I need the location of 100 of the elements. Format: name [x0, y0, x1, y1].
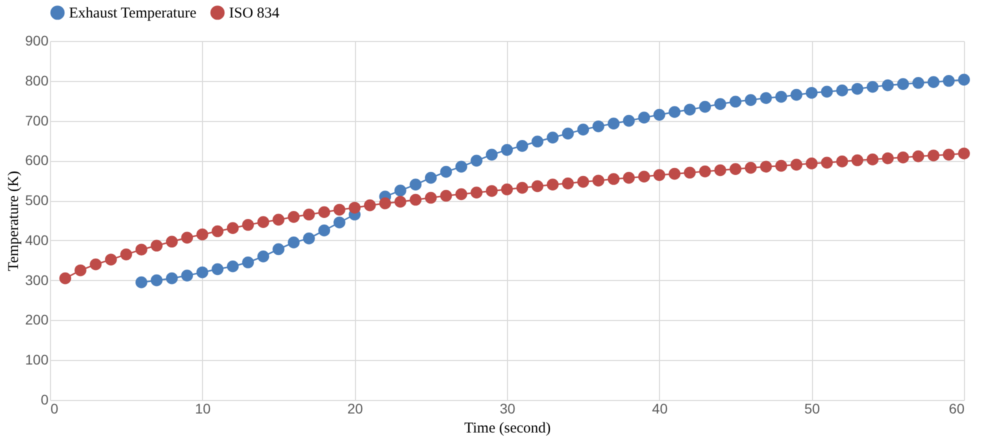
point	[303, 232, 315, 244]
point	[592, 120, 604, 132]
point	[135, 244, 148, 256]
point	[546, 178, 559, 191]
point	[668, 106, 680, 118]
point	[181, 270, 194, 282]
point	[318, 224, 330, 236]
point	[744, 162, 757, 174]
point	[120, 248, 132, 260]
point	[424, 172, 437, 184]
x-tick-label: 50	[804, 400, 820, 416]
point	[714, 164, 726, 176]
point	[608, 118, 620, 130]
y-tick-label: 300	[25, 272, 49, 288]
y-tick-label: 700	[25, 112, 49, 128]
point	[410, 194, 422, 206]
point	[470, 186, 482, 198]
point	[516, 182, 528, 194]
point	[775, 90, 788, 103]
point	[730, 96, 742, 108]
point	[303, 208, 315, 220]
point	[212, 225, 224, 238]
x-tick-label: 60	[948, 400, 965, 416]
point	[135, 276, 148, 288]
point	[958, 74, 970, 86]
x-axis-title: Time (second)	[464, 420, 551, 436]
point	[806, 86, 818, 99]
point	[272, 214, 284, 226]
y-tick-label: 400	[25, 232, 49, 248]
point	[212, 263, 224, 276]
point	[577, 124, 590, 136]
point	[226, 260, 239, 272]
point	[928, 150, 940, 162]
point	[532, 136, 544, 148]
point	[166, 236, 178, 248]
point	[790, 158, 802, 171]
point	[242, 218, 254, 231]
point	[912, 150, 924, 162]
point	[928, 76, 940, 88]
point	[90, 258, 102, 270]
point	[196, 266, 208, 278]
point	[806, 158, 818, 170]
x-tick-label: 20	[347, 400, 364, 416]
point	[501, 183, 513, 196]
point	[242, 256, 254, 268]
point	[455, 188, 468, 200]
point	[150, 274, 163, 286]
x-tick-label: 30	[500, 400, 516, 416]
legend-label: ISO 834	[229, 6, 280, 22]
point	[272, 243, 284, 256]
point	[820, 86, 833, 98]
point	[699, 166, 711, 178]
point	[379, 197, 392, 210]
point	[516, 140, 528, 152]
point	[334, 204, 346, 216]
point	[684, 104, 696, 116]
point	[257, 216, 270, 228]
point	[730, 163, 742, 175]
point	[699, 100, 711, 113]
point	[501, 144, 513, 156]
point	[348, 202, 361, 214]
x-tick-label: 10	[195, 400, 211, 416]
point	[410, 178, 422, 191]
point	[790, 88, 802, 101]
point	[226, 222, 239, 234]
point	[714, 98, 726, 110]
point	[394, 184, 406, 196]
point	[882, 152, 894, 164]
point	[897, 152, 909, 164]
point	[318, 206, 330, 218]
point	[882, 79, 894, 92]
point	[74, 264, 86, 276]
point	[760, 92, 772, 104]
point	[181, 232, 194, 244]
point	[486, 185, 498, 197]
point	[105, 254, 117, 266]
point	[820, 156, 833, 169]
legend-label: Exhaust Temperature	[69, 6, 197, 22]
point	[684, 166, 696, 179]
point	[562, 128, 574, 140]
point	[775, 160, 788, 172]
point	[638, 170, 650, 183]
point	[166, 272, 178, 284]
point	[150, 240, 163, 252]
point	[836, 84, 848, 96]
point	[424, 192, 437, 204]
point	[942, 74, 955, 87]
point	[440, 166, 452, 178]
point	[866, 80, 879, 93]
point	[546, 132, 559, 144]
point	[744, 94, 757, 106]
point	[942, 148, 955, 161]
point	[638, 112, 650, 124]
point	[532, 180, 544, 192]
y-axis-title: Temperature (K)	[6, 170, 22, 272]
y-tick-label: 500	[25, 192, 49, 208]
point	[958, 148, 970, 160]
point	[668, 168, 680, 180]
y-tick-label: 800	[25, 72, 49, 88]
y-tick-label: 100	[25, 352, 49, 368]
